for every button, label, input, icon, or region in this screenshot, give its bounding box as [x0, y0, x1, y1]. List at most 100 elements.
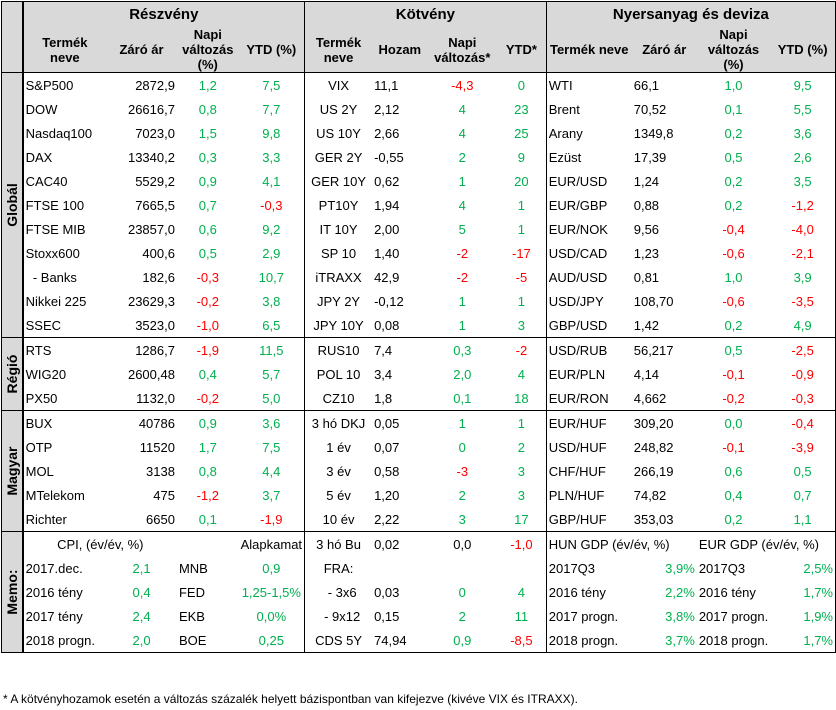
bond-name: JPY 2Y	[316, 293, 361, 309]
hun-gdp-value: 3,8%	[665, 608, 695, 624]
section-equity: Részvény	[21, 1, 306, 27]
footnote: * A kötvényhozamok esetén a változás szá…	[3, 692, 578, 706]
equity-close: 400,6	[142, 245, 175, 261]
rate-label: FED	[178, 584, 205, 600]
memo-bond-yield: 0,15	[374, 608, 400, 624]
cpi-label: 2017 tény	[21, 604, 107, 628]
bond-daily: 3	[427, 507, 498, 532]
equity-ytd: 7,5	[238, 435, 306, 459]
equity-name: Richter	[21, 507, 107, 532]
commodity-ytd: -1,2	[770, 193, 836, 217]
bond-ytd: 1	[497, 217, 547, 241]
commodity-close: 1,23	[633, 245, 660, 261]
equity-daily: 0,5	[198, 245, 217, 261]
memo-bond-ytd: -8,5	[497, 628, 547, 653]
bond-ytd: 2	[497, 435, 547, 459]
hun-gdp-header: HUN GDP (év/év, %)	[548, 536, 670, 552]
eur-gdp-value: 1,7%	[770, 628, 836, 653]
memo-bond-ytd: -1,0	[497, 531, 547, 556]
bond-name: 10 év	[304, 507, 373, 532]
memo-label-text: Memo:	[3, 569, 20, 615]
bond-name: US 10Y	[316, 125, 361, 141]
commodity-close: 266,19	[633, 463, 674, 479]
equity-close: 182,6	[142, 269, 175, 285]
rate-value: 0,25	[238, 628, 306, 653]
cpi-value: 2,1	[132, 560, 151, 576]
eur-gdp-label: 2018 progn.	[696, 628, 771, 653]
commodity-daily: 0,6	[724, 463, 743, 479]
equity-name: PX50	[21, 386, 107, 411]
bond-name: GER 10Y	[311, 173, 366, 189]
commodity-ytd: 3,9	[770, 265, 836, 289]
bond-ytd: -2	[497, 337, 547, 362]
eur-gdp-value: 1,9%	[770, 604, 836, 628]
commodity-daily: -0,2	[696, 386, 771, 411]
eur-gdp-value: 2,5%	[770, 556, 836, 580]
bond-ytd: 1	[497, 193, 547, 217]
table-row: - Banks 182,6 -0,3 10,7 iTRAXX 42,9 -2 -5 AUD/US…	[2, 265, 836, 289]
equity-daily: 1,7	[198, 439, 217, 455]
equity-ytd: 3,6	[238, 410, 306, 435]
group-label: Régió	[0, 337, 23, 411]
bond-yield: 2,22	[372, 507, 428, 532]
bond-name: 1 év	[326, 439, 351, 455]
group-label: Magyar	[0, 410, 23, 532]
commodity-name: WTI	[548, 77, 573, 93]
bond-yield: 1,8	[372, 386, 428, 411]
memo-row: Memo: CPI, (év/év, %) Alapkamat 3 hó Bu 0,02…	[0, 531, 836, 653]
commodity-name: USD/JPY	[548, 293, 604, 309]
memo-bond-daily	[428, 556, 497, 580]
market-table: Részvény Kötvény Nyersanyag és deviza Te…	[0, 1, 836, 653]
equity-close: 23629,3	[127, 293, 175, 309]
commodity-name: EUR/GBP	[548, 197, 608, 213]
bond-name: SP 10	[320, 245, 357, 261]
hun-gdp-value: 2,2%	[665, 584, 695, 600]
section-bond: Kötvény	[304, 1, 547, 27]
section-header-row: Részvény Kötvény Nyersanyag és deviza	[0, 1, 836, 27]
equity-close: 7023,0	[135, 125, 175, 141]
commodity-name: EUR/PLN	[548, 366, 606, 382]
equity-close: 26616,7	[127, 101, 175, 117]
commodity-ytd: 1,1	[770, 507, 836, 532]
commodity-close: 66,1	[633, 77, 660, 93]
bond-yield: 2,12	[374, 101, 400, 117]
memo-bond-ytd: 4	[497, 580, 547, 604]
equity-daily: -1,2	[196, 487, 219, 503]
memo-bond-yield	[372, 556, 427, 580]
hun-gdp-label: 2017Q3	[548, 560, 596, 576]
bond-yield: 2,00	[374, 221, 400, 237]
table-row: FTSE 100 7665,5 0,7 -0,3 PT10Y 1,94 4 1 EUR/GBP 0…	[2, 193, 836, 217]
memo-bond-yield: 74,94	[372, 628, 428, 653]
equity-close: 5529,2	[135, 173, 175, 189]
bond-daily: 0,3	[453, 342, 472, 358]
table-row: SSEC 3523,0 -1,0 6,5 JPY 10Y 0,08 1 3 GBP/USD 1,4…	[2, 313, 836, 338]
bond-yield: 11,1	[374, 77, 399, 93]
commodity-ytd: -3,5	[770, 289, 836, 313]
commodity-name: USD/CAD	[548, 245, 608, 261]
commodity-close: 1,42	[631, 313, 697, 338]
commodity-name: Arany	[548, 125, 583, 141]
commodity-name: GBP/USD	[546, 313, 632, 338]
equity-ytd: 6,5	[238, 313, 306, 338]
memo-bond-yield: 0,03	[374, 584, 400, 600]
equity-name: MTelekom	[21, 483, 107, 507]
bond-yield: 42,9	[374, 269, 400, 285]
commodity-ytd: 3,6	[770, 121, 836, 145]
memo-bond-daily: 0,0	[453, 536, 472, 552]
bond-yield: 0,05	[374, 415, 400, 431]
memo-row: 2016 tény 0,4 FED 1,25-1,5% - 3x6 0,03 0 4 2016…	[2, 580, 836, 604]
equity-close: 475	[153, 487, 175, 503]
bond-daily: 2	[458, 487, 466, 503]
group-label-text: Magyar	[3, 446, 20, 496]
commodity-name: EUR/USD	[548, 173, 608, 189]
bond-yield: 7,4	[374, 342, 393, 358]
memo-row: 2018 progn. 2,0 BOE 0,25 CDS 5Y 74,94 0,9 -8,5 2…	[2, 628, 836, 653]
cpi-value: 2,0	[106, 628, 177, 653]
bond-ytd: 3	[497, 459, 547, 483]
bond-daily: -2	[456, 245, 469, 261]
commodity-close: 9,56	[633, 221, 660, 237]
commodity-ytd: 0,7	[770, 483, 836, 507]
commodity-name: USD/HUF	[548, 439, 607, 455]
bond-name: 3 hó DKJ	[311, 415, 366, 431]
memo-label: Memo:	[0, 531, 23, 653]
